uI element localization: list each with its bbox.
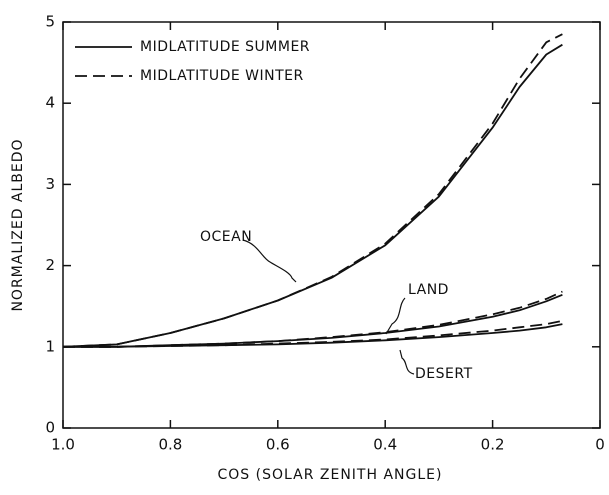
y-tick-label: 0 (45, 419, 55, 437)
y-tick-label: 3 (45, 175, 55, 193)
curve (63, 319, 563, 348)
y-tick-label: 4 (45, 94, 55, 112)
y-tick-label: 5 (45, 13, 55, 31)
x-tick-label: 0.8 (158, 436, 182, 454)
curve (62, 43, 563, 348)
y-axis-label: NORMALIZED ALBEDO (10, 138, 26, 311)
plot-frame (62, 21, 601, 429)
curve (62, 33, 563, 348)
curve-label: LAND (408, 282, 449, 298)
y-tick-label: 1 (45, 337, 55, 355)
legend-label: MIDLATITUDE WINTER (140, 68, 304, 84)
legend-label: MIDLATITUDE SUMMER (140, 39, 310, 55)
x-tick-label: 0.6 (266, 436, 290, 454)
x-tick-label: 0.2 (481, 436, 505, 454)
x-tick-label: 0.4 (373, 436, 397, 454)
x-tick-label: 0 (595, 436, 605, 454)
curve-label: OCEAN (200, 229, 252, 245)
label-pointer (399, 349, 415, 375)
label-pointer (385, 297, 406, 335)
curve-label: DESERT (415, 366, 473, 382)
x-axis-label: COS (SOLAR ZENITH ANGLE) (218, 467, 443, 483)
x-tick-label: 1.0 (51, 436, 75, 454)
curve (63, 323, 563, 348)
label-pointer (242, 239, 297, 283)
y-tick-label: 2 (45, 256, 55, 274)
